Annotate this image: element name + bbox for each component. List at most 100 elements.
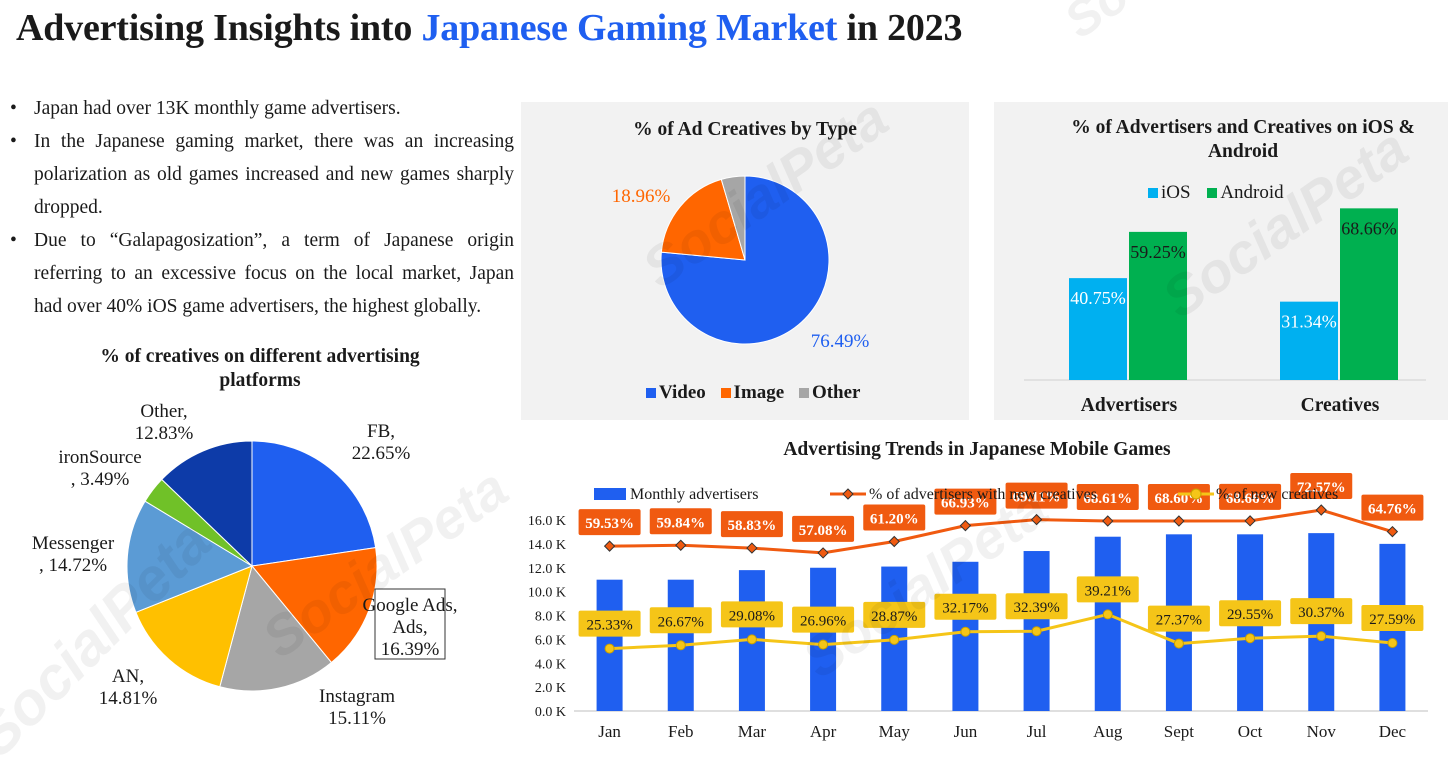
advertisers-line-label-box: [1361, 494, 1424, 521]
platform-pie-slice: [219, 564, 333, 692]
platform-pie-slice: [135, 565, 253, 688]
trends-y-tick: 4.0 K: [535, 657, 566, 672]
trends-y-tick: 8.0 K: [535, 610, 566, 625]
advertisers-line-label-box: [720, 511, 783, 538]
advertisers-line-marker: [1386, 525, 1399, 538]
advertisers-line-label: 59.84%: [656, 515, 705, 531]
advertisers-line-marker: [1102, 515, 1114, 527]
advertisers-line-label: 69.11%: [1013, 490, 1061, 506]
creative-pie-slice: [720, 175, 746, 261]
advertisers-line-marker: [1030, 513, 1043, 526]
legend-label-other: Other: [811, 382, 861, 403]
trends-legend-swatch-bars: [594, 488, 626, 500]
new-creatives-marker: [746, 634, 757, 645]
platform-slice-value: 14.81%: [99, 688, 158, 709]
creative-type-legend: Video Image Other: [646, 382, 861, 404]
legend-label-ios: iOS: [1161, 182, 1191, 203]
advertisers-line-marker: [746, 542, 758, 554]
new-creatives-label: 32.39%: [1013, 600, 1059, 616]
advertisers-line-label-box: [863, 504, 926, 531]
platform-slice-value: 22.65%: [352, 443, 411, 464]
advertisers-line-label-box: [934, 488, 997, 515]
advertisers-line-label: 68.61%: [1083, 491, 1132, 507]
advertisers-line-label: 66.93%: [941, 496, 990, 512]
legend-label-image: Image: [733, 382, 785, 403]
new-creatives-label: 27.59%: [1369, 612, 1415, 628]
platform-slice-label: ironSource: [58, 447, 141, 468]
new-creatives-label-box: [792, 606, 855, 633]
new-creatives-marker: [1387, 638, 1398, 649]
trends-x-tick: Feb: [668, 722, 694, 741]
advertisers-line-label: 58.83%: [728, 518, 777, 534]
insight-item: Japan had over 13K monthly game advertis…: [10, 92, 514, 125]
creative-pie-slice: [660, 178, 746, 261]
platform-label-box: [374, 588, 446, 660]
advertisers-line-label: 57.08%: [799, 523, 848, 539]
new-creatives-line: [609, 612, 1393, 651]
platform-slice-label: Instagram: [319, 686, 395, 707]
new-creatives-label-box: [1005, 593, 1068, 620]
platform-slice-value: 16.39%: [381, 639, 440, 660]
ios-android-bar: [1340, 208, 1398, 380]
new-creatives-marker: [1031, 626, 1042, 637]
advertisers-line-label-box: [649, 508, 712, 535]
platform-slice-label: AN,: [112, 666, 144, 687]
ios-android-bar: [1129, 231, 1187, 380]
ios-android-title: % of Advertisers and Creatives on iOS & …: [1071, 117, 1415, 162]
insight-item: Due to “Galapagosization”, a term of Jap…: [10, 224, 514, 323]
new-creatives-label: 29.55%: [1227, 607, 1273, 623]
new-creatives-label: 26.96%: [800, 614, 846, 630]
new-creatives-label-box: [1219, 600, 1282, 627]
trends-y-tick: 10.0 K: [528, 586, 566, 601]
new-creatives-label: 26.67%: [658, 614, 704, 630]
advertisers-line-label-box: [1219, 483, 1282, 510]
trends-y-tick: 12.0 K: [528, 562, 566, 577]
new-creatives-marker: [1245, 633, 1256, 644]
creative-value-video: 76.49%: [811, 331, 870, 352]
advertisers-line-marker: [1315, 504, 1327, 516]
trends-y-tick: 0.0 K: [535, 705, 566, 720]
new-creatives-label: 30.37%: [1298, 605, 1344, 621]
new-creatives-label-box: [1076, 576, 1139, 603]
advertisers-line-marker: [603, 540, 616, 552]
advertisers-line-label: 64.76%: [1368, 502, 1417, 518]
new-creatives-label: 32.17%: [942, 601, 988, 617]
legend-label-android: Android: [1220, 182, 1284, 203]
advertisers-line-label-box: [578, 509, 641, 536]
advertisers-bar: [1094, 536, 1121, 711]
new-creatives-label-box: [934, 593, 997, 620]
platform-pie-slice: [126, 500, 254, 613]
trends-x-tick: Nov: [1307, 722, 1337, 741]
trends-x-tick: Oct: [1238, 722, 1263, 741]
platform-slice-label: Other,: [140, 401, 187, 422]
new-creatives-label: 28.87%: [871, 609, 917, 625]
new-creatives-marker: [889, 634, 900, 645]
insight-item: In the Japanese gaming market, there was…: [10, 125, 514, 224]
trends-x-tick: May: [879, 722, 911, 741]
legend-swatch-image: [720, 388, 731, 398]
new-creatives-label-box: [1361, 605, 1424, 632]
advertisers-bar: [810, 567, 837, 711]
ios-android-value: 68.66%: [1341, 218, 1397, 238]
trends-x-tick: Mar: [738, 722, 767, 741]
ios-android-category: Creatives: [1301, 395, 1380, 416]
creative-value-image: 18.96%: [612, 186, 671, 207]
advertisers-line-marker: [959, 519, 972, 532]
ios-android-bar: [1069, 278, 1127, 380]
platform-slice-value: 15.11%: [328, 708, 386, 729]
new-creatives-label: 39.21%: [1085, 583, 1131, 599]
trends-y-tick: 14.0 K: [528, 538, 566, 553]
trends-legend-line2: % of new creatives: [1216, 486, 1338, 503]
platform-slice-label: Messenger: [32, 533, 115, 554]
trends-legend-marker-line2: [1190, 488, 1202, 500]
trends-x-tick: Jan: [598, 722, 621, 741]
platform-slice-label: Google Ads,: [363, 595, 458, 616]
ios-android-bar: [1280, 301, 1338, 380]
legend-label-video: Video: [659, 382, 706, 403]
new-creatives-label: 25.33%: [586, 618, 632, 634]
new-creatives-label-box: [578, 610, 641, 637]
new-creatives-marker: [1173, 638, 1184, 649]
trends-x-tick: Sept: [1164, 722, 1195, 741]
advertisers-line-marker: [888, 535, 900, 548]
advertisers-line-label: 72.57%: [1297, 480, 1346, 496]
